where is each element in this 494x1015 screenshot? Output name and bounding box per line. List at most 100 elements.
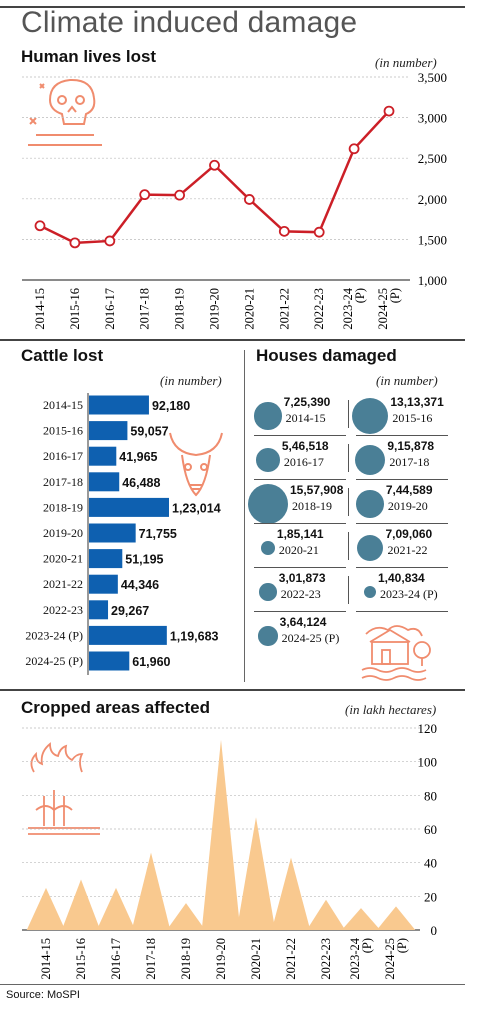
lives-xtick-label: 2023-24(P) [341, 287, 367, 329]
bull-skull-icon [169, 432, 223, 497]
houses-col-divider [348, 576, 349, 604]
svg-text:2020-21: 2020-21 [249, 938, 263, 980]
crops-chart: 0 20 40 60 80 100 120 2014-15 2015-16 2016-17 201… [22, 721, 438, 980]
houses-value-label: 7,09,060 [385, 527, 433, 541]
houses-bubble [259, 583, 277, 601]
lives-xtick-label: 2017-18 [138, 288, 152, 330]
crops-peak [26, 887, 66, 930]
houses-col-divider [348, 532, 349, 560]
cattle-category-label: 2014-15 [43, 398, 83, 412]
crops-ytick-label: 0 [431, 923, 438, 938]
lives-ytick-label: 2,500 [418, 151, 447, 166]
cattle-unit: (in number) [160, 373, 222, 388]
lives-data-point [104, 235, 116, 247]
svg-text:(P): (P) [360, 938, 374, 953]
houses-value-label: 5,46,518 [281, 439, 329, 453]
crops-peak [341, 908, 381, 930]
crops-xtick-label: 2024-25(P) [383, 938, 409, 980]
svg-text:2019-20: 2019-20 [208, 288, 222, 330]
houses-value-label: 9,15,878 [387, 439, 435, 453]
houses-bubble [351, 397, 389, 435]
svg-text:2014-15: 2014-15 [39, 938, 53, 980]
houses-bubble [363, 585, 376, 598]
cattle-category-label: 2023-24 (P) [25, 628, 83, 642]
svg-text:2020-21: 2020-21 [242, 288, 256, 330]
cattle-category-label: 2021-22 [43, 577, 83, 591]
houses-row-divider [356, 567, 448, 568]
lives-data-point [174, 189, 186, 201]
source-note: Source: MoSPI [6, 989, 80, 1001]
svg-text:2019-20: 2019-20 [214, 938, 228, 980]
houses-value-label: 3,01,873 [278, 571, 326, 585]
skull-icon [28, 78, 102, 146]
houses-col-divider [348, 444, 349, 472]
crops-peak [376, 906, 416, 930]
crops-xtick-label: 2020-21 [249, 938, 263, 980]
crops-xtick-label: 2021-22 [284, 938, 298, 980]
svg-text:2022-23: 2022-23 [312, 288, 326, 330]
cattle-bar [89, 446, 117, 466]
houses-value-label: 1,40,834 [378, 571, 425, 585]
crops-peak [271, 857, 311, 930]
cattle-category-label: 2020-21 [43, 552, 83, 566]
cattle-bar [89, 574, 118, 594]
lives-xtick-label: 2015-16 [68, 288, 82, 330]
crops-xtick-label: 2014-15 [39, 938, 53, 980]
crops-xtick-label: 2017-18 [144, 938, 158, 980]
houses-value-label: 7,25,390 [283, 395, 331, 409]
lives-data-point [139, 189, 151, 201]
crops-xtick-label: 2022-23 [319, 938, 333, 980]
lives-xtick-label: 2022-23 [312, 288, 326, 330]
cattle-category-label: 2016-17 [43, 449, 83, 463]
houses-row-divider [254, 611, 346, 612]
svg-text:2023-24: 2023-24 [341, 287, 355, 329]
page-title: Climate induced damage [21, 6, 358, 39]
svg-text:2024-25: 2024-25 [383, 938, 397, 980]
crops-peak [236, 817, 276, 930]
cattle-bar [89, 523, 136, 543]
svg-text:(P): (P) [353, 288, 367, 303]
svg-text:(P): (P) [388, 288, 402, 303]
svg-text:2017-18: 2017-18 [138, 288, 152, 330]
svg-text:2015-16: 2015-16 [74, 938, 88, 980]
houses-year-label: 2023-24 (P) [380, 587, 438, 601]
houses-bubble [258, 626, 278, 646]
crops-ytick-label: 20 [424, 889, 437, 904]
houses-year-label: 2022-23 [280, 587, 321, 601]
lives-series-line [39, 110, 390, 245]
houses-row-divider [254, 567, 346, 568]
lives-xtick-label: 2020-21 [242, 288, 256, 330]
crops-ytick-label: 60 [424, 822, 437, 837]
cattle-bar [89, 625, 167, 645]
svg-text:2016-17: 2016-17 [103, 288, 117, 330]
houses-bubble [356, 534, 384, 562]
cattle-bar [89, 395, 149, 415]
cattle-category-label: 2018-19 [43, 500, 83, 514]
cattle-bar [89, 651, 130, 671]
cattle-bar [89, 472, 120, 492]
cattle-bar [89, 549, 123, 569]
lives-xtick-label: 2024-25(P) [376, 288, 402, 330]
svg-text:2017-18: 2017-18 [144, 938, 158, 980]
cattle-category-label: 2017-18 [43, 475, 83, 489]
houses-bubble [256, 448, 280, 472]
cattle-value-label: 61,960 [132, 655, 170, 669]
crops-xtick-label: 2019-20 [214, 938, 228, 980]
crops-xtick-label: 2023-24(P) [348, 937, 374, 979]
crops-unit: (in lakh hectares) [345, 702, 437, 717]
houses-row-divider [356, 611, 448, 612]
houses-row-divider [254, 435, 346, 436]
svg-text:2021-22: 2021-22 [277, 288, 291, 330]
cattle-value-label: 1,19,683 [170, 629, 219, 643]
crops-title: Cropped areas affected [21, 698, 210, 717]
lives-chart: 1,000 1,500 2,000 2,500 3,000 3,500 2014-15 20… [22, 70, 447, 330]
houses-value-label: 13,13,371 [390, 395, 444, 409]
cattle-chart: 2014-15 92,180 2015-16 59,057 2016-17 41,965 2… [25, 393, 223, 675]
flooded-house-icon [361, 625, 431, 681]
cattle-bar [89, 421, 128, 441]
svg-text:2016-17: 2016-17 [109, 938, 123, 980]
lives-ytick-label: 3,500 [418, 70, 447, 85]
lives-ytick-label: 2,000 [418, 192, 447, 207]
lives-data-point [243, 194, 255, 205]
lives-xtick-label: 2014-15 [33, 288, 47, 330]
